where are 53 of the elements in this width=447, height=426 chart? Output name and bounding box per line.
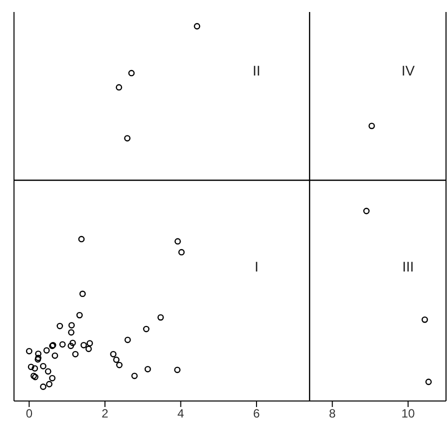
point <box>49 374 56 382</box>
point <box>143 326 150 332</box>
point <box>35 350 42 357</box>
point <box>70 340 76 346</box>
annotation: III <box>402 258 414 274</box>
point <box>157 314 164 321</box>
point <box>422 316 428 323</box>
x-tick-label: 4 <box>177 406 184 421</box>
point <box>76 312 83 318</box>
point <box>194 23 200 30</box>
point <box>425 378 432 386</box>
point <box>78 236 85 242</box>
point <box>131 372 138 380</box>
x-tick-label: 0 <box>26 406 33 421</box>
point <box>59 341 66 348</box>
point <box>124 135 131 142</box>
point <box>128 70 135 76</box>
point <box>46 380 52 388</box>
point <box>110 350 116 358</box>
point <box>28 364 34 370</box>
point <box>56 322 64 330</box>
point <box>40 362 46 370</box>
point <box>113 356 120 363</box>
point <box>80 342 87 348</box>
point <box>72 350 79 358</box>
x-tick-label: 2 <box>102 406 109 421</box>
x-tick-label: 6 <box>253 406 260 421</box>
point <box>68 322 75 328</box>
point <box>85 346 92 352</box>
point <box>52 352 58 359</box>
point <box>79 290 86 298</box>
point <box>174 366 181 374</box>
point <box>178 249 185 256</box>
point <box>86 340 93 346</box>
point <box>144 366 151 372</box>
point <box>124 336 131 344</box>
point <box>368 122 375 130</box>
point <box>40 384 46 390</box>
annotation: II <box>252 62 260 78</box>
point <box>68 329 74 336</box>
point <box>44 368 52 375</box>
annotation: I <box>254 258 258 274</box>
point <box>116 84 122 91</box>
point <box>116 362 123 368</box>
x-tick-label: 10 <box>401 406 416 421</box>
point <box>174 238 181 245</box>
point <box>43 347 50 354</box>
annotation: IV <box>401 62 416 78</box>
point <box>68 342 74 350</box>
point <box>26 348 32 354</box>
x-tick-label: 8 <box>328 406 336 421</box>
point <box>32 365 38 372</box>
point <box>363 208 370 214</box>
